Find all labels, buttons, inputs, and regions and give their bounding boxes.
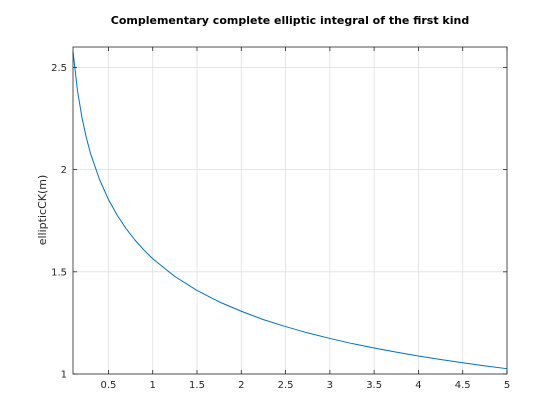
x-tick-label: 3 — [327, 380, 333, 391]
y-axis-label: ellipticCK(m) — [36, 175, 49, 246]
chart-title: Complementary complete elliptic integral… — [111, 14, 469, 27]
series-line — [72, 51, 508, 370]
axes-frame — [72, 46, 508, 375]
y-tick-label: 1.5 — [51, 267, 67, 278]
x-tick-label: 2 — [238, 380, 244, 391]
x-tick-label: 5 — [504, 380, 510, 391]
y-tick-labels: 1 1.5 2 2.5 — [51, 63, 67, 381]
x-tick-label: 1 — [150, 380, 156, 391]
axes-background — [73, 47, 507, 374]
x-tick-label: 4 — [415, 380, 421, 391]
axes-box — [72, 46, 508, 375]
y-tick-label: 2.5 — [51, 63, 67, 74]
x-tick-labels: 0.5 1 1.5 2 2.5 3 3.5 4 4.5 5 — [100, 380, 510, 391]
series-layer — [72, 51, 508, 370]
x-tick-label: 4.5 — [455, 380, 471, 391]
tick-marks — [73, 47, 508, 375]
x-tick-label: 2.5 — [278, 380, 294, 391]
x-tick-label: 3.5 — [366, 380, 382, 391]
x-tick-label: 1.5 — [189, 380, 205, 391]
y-tick-label: 1 — [61, 370, 67, 381]
y-tick-label: 2 — [61, 165, 67, 176]
x-tick-label: 0.5 — [100, 380, 116, 391]
